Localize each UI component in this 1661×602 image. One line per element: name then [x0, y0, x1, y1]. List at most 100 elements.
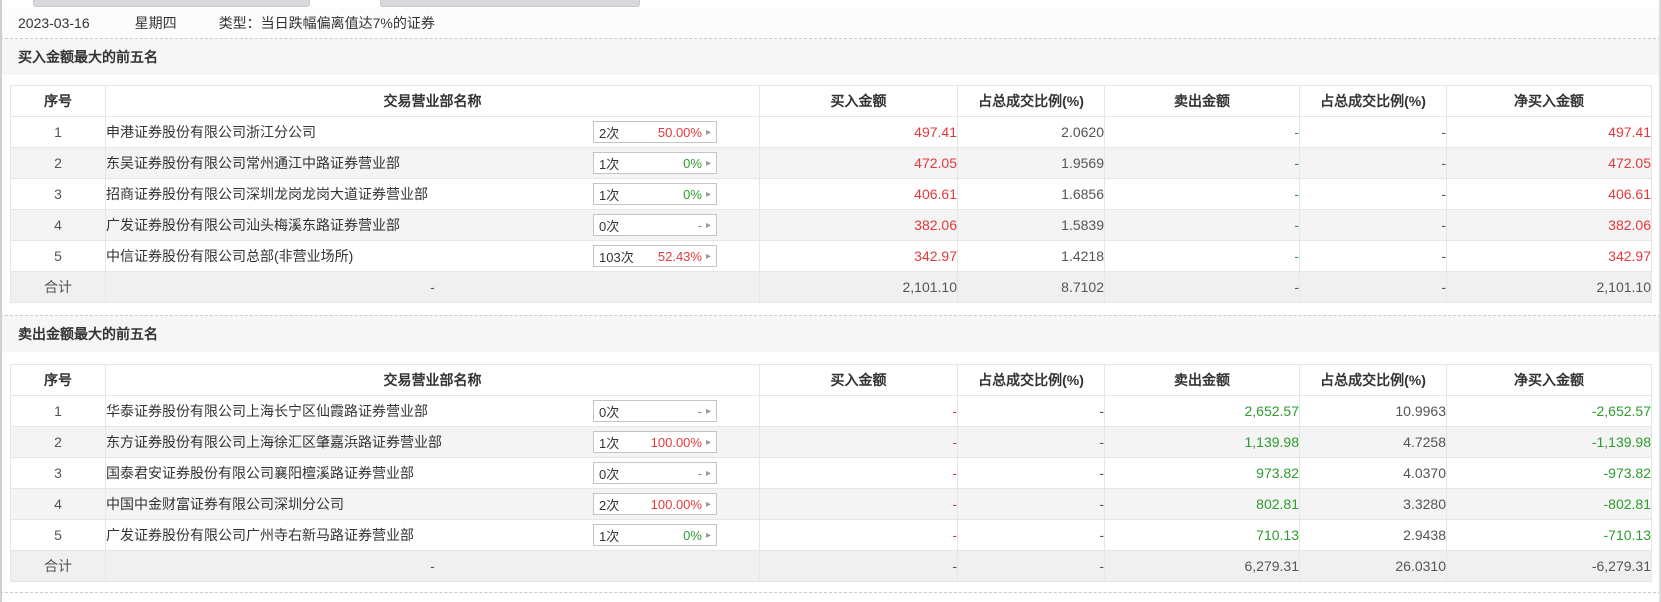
appearance-count: 1次 [599, 435, 620, 451]
weekday-label: 星期四 [134, 15, 177, 31]
total-buy-amount: - [759, 550, 958, 582]
appearance-count-badge[interactable]: 2次 50.00% ▸ [593, 121, 717, 143]
expand-arrow-icon: ▸ [705, 467, 711, 479]
buy-amount-cell: - [759, 457, 958, 489]
sell-ratio-cell: - [1299, 116, 1447, 148]
net-buy-cell: -1,139.98 [1446, 426, 1652, 458]
expand-arrow-icon: ▸ [705, 157, 711, 169]
broker-name: 招商证券股份有限公司深圳龙岗龙岗大道证券营业部 [106, 186, 429, 202]
top-tab-1[interactable] [33, 0, 310, 7]
table-row: 1 华泰证券股份有限公司上海长宁区仙霞路证券营业部 0次 - ▸ - - 2,65… [10, 395, 1652, 427]
win-rate: - [697, 403, 702, 419]
dotted-divider [0, 315, 1661, 316]
sell-ratio-cell: - [1299, 240, 1447, 272]
sell-ratio-cell: - [1299, 178, 1447, 210]
table-row: 3 招商证券股份有限公司深圳龙岗龙岗大道证券营业部 1次 0% ▸ 406.61 … [10, 178, 1652, 210]
broker-cell: 华泰证券股份有限公司上海长宁区仙霞路证券营业部 0次 - ▸ [105, 395, 760, 427]
sell-amount-cell: 710.13 [1104, 519, 1300, 551]
top-tab-2[interactable] [380, 0, 640, 7]
sell-ratio-cell: 4.7258 [1299, 426, 1447, 458]
appearance-count-badge[interactable]: 1次 100.00% ▸ [593, 431, 717, 453]
sell-table-header-row: 序号 交易营业部名称 买入金额 占总成交比例(%) 卖出金额 占总成交比例(%)… [10, 364, 1652, 396]
appearance-count-badge[interactable]: 0次 - ▸ [593, 400, 717, 422]
broker-name: 华泰证券股份有限公司上海长宁区仙霞路证券营业部 [106, 403, 429, 419]
win-rate: 100.00% [650, 434, 702, 450]
table-row: 2 东方证券股份有限公司上海徐汇区肇嘉浜路证券营业部 1次 100.00% ▸ -… [10, 426, 1652, 458]
broker-name: 东吴证券股份有限公司常州通江中路证券营业部 [106, 155, 401, 171]
sell-amount-cell: 1,139.98 [1104, 426, 1300, 458]
appearance-count-badge[interactable]: 1次 0% ▸ [593, 524, 717, 546]
net-buy-cell: -973.82 [1446, 457, 1652, 489]
appearance-count: 0次 [599, 218, 620, 234]
broker-cell: 东吴证券股份有限公司常州通江中路证券营业部 1次 0% ▸ [105, 147, 760, 179]
rank-cell: 3 [10, 457, 106, 489]
col-rank: 序号 [10, 364, 106, 396]
sell-amount-cell: 802.81 [1104, 488, 1300, 520]
appearance-count-badge[interactable]: 103次 52.43% ▸ [593, 245, 717, 267]
buy-amount-cell: 342.97 [759, 240, 958, 272]
total-buy-ratio: 8.7102 [957, 271, 1105, 303]
table-row: 2 东吴证券股份有限公司常州通江中路证券营业部 1次 0% ▸ 472.05 1.… [10, 147, 1652, 179]
sell-amount-cell: 2,652.57 [1104, 395, 1300, 427]
net-buy-cell: 497.41 [1446, 116, 1652, 148]
broker-cell: 广发证券股份有限公司广州寺右新马路证券营业部 1次 0% ▸ [105, 519, 760, 551]
broker-cell: 中国中金财富证券有限公司深圳分公司 2次 100.00% ▸ [105, 488, 760, 520]
total-buy-amount: 2,101.10 [759, 271, 958, 303]
buy-ratio-cell: 1.4218 [957, 240, 1105, 272]
sell-section-title: 卖出金额最大的前五名 [0, 316, 1661, 352]
rank-cell: 5 [10, 519, 106, 551]
col-buy-ratio: 占总成交比例(%) [957, 364, 1105, 396]
sell-amount-cell: - [1104, 178, 1300, 210]
total-sell-amount: - [1104, 271, 1300, 303]
expand-arrow-icon: ▸ [705, 529, 711, 541]
net-buy-cell: 342.97 [1446, 240, 1652, 272]
appearance-count: 103次 [599, 249, 634, 265]
win-rate: 0% [683, 527, 702, 543]
total-label: 合计 [10, 550, 106, 582]
table-row: 5 中信证券股份有限公司总部(非营业场所) 103次 52.43% ▸ 342.9… [10, 240, 1652, 272]
broker-name: 国泰君安证券股份有限公司襄阳檀溪路证券营业部 [106, 465, 415, 481]
net-buy-cell: 406.61 [1446, 178, 1652, 210]
appearance-count: 0次 [599, 466, 620, 482]
col-sell-ratio: 占总成交比例(%) [1299, 364, 1447, 396]
appearance-count: 0次 [599, 404, 620, 420]
appearance-count: 1次 [599, 187, 620, 203]
buy-ratio-cell: 1.9569 [957, 147, 1105, 179]
broker-name: 广发证券股份有限公司广州寺右新马路证券营业部 [106, 527, 415, 543]
date-label: 2023-03-16 [18, 15, 90, 31]
appearance-count-badge[interactable]: 0次 - ▸ [593, 462, 717, 484]
col-rank: 序号 [10, 85, 106, 117]
win-rate: 50.00% [657, 124, 702, 140]
appearance-count-badge[interactable]: 0次 - ▸ [593, 214, 717, 236]
buy-amount-cell: - [759, 395, 958, 427]
rank-cell: 1 [10, 116, 106, 148]
broker-cell: 东方证券股份有限公司上海徐汇区肇嘉浜路证券营业部 1次 100.00% ▸ [105, 426, 760, 458]
col-sell-amount: 卖出金额 [1104, 364, 1300, 396]
buy-amount-cell: - [759, 519, 958, 551]
table-row: 1 申港证券股份有限公司浙江分公司 2次 50.00% ▸ 497.41 2.06… [10, 116, 1652, 148]
sell-amount-cell: - [1104, 147, 1300, 179]
net-buy-cell: -802.81 [1446, 488, 1652, 520]
top-tab-strip [0, 0, 1661, 8]
broker-name: 中国中金财富证券有限公司深圳分公司 [106, 496, 345, 512]
total-label: 合计 [10, 271, 106, 303]
col-net-buy: 净买入金额 [1446, 364, 1652, 396]
right-edge-divider [1659, 0, 1661, 602]
buy-ratio-cell: - [957, 426, 1105, 458]
col-net-buy: 净买入金额 [1446, 85, 1652, 117]
appearance-count-badge[interactable]: 2次 100.00% ▸ [593, 493, 717, 515]
list-type-label: 类型：当日跌幅偏离值达7%的证券 [218, 15, 435, 31]
net-buy-cell: 472.05 [1446, 147, 1652, 179]
appearance-count-badge[interactable]: 1次 0% ▸ [593, 183, 717, 205]
appearance-count: 2次 [599, 125, 620, 141]
appearance-count: 2次 [599, 497, 620, 513]
col-buy-ratio: 占总成交比例(%) [957, 85, 1105, 117]
broker-cell: 中信证券股份有限公司总部(非营业场所) 103次 52.43% ▸ [105, 240, 760, 272]
dotted-divider [0, 38, 1661, 39]
buy-section-title: 买入金额最大的前五名 [0, 39, 1661, 75]
sell-table: 序号 交易营业部名称 买入金额 占总成交比例(%) 卖出金额 占总成交比例(%)… [10, 364, 1652, 582]
win-rate: 0% [683, 155, 702, 171]
sell-ratio-cell: 4.0370 [1299, 457, 1447, 489]
appearance-count-badge[interactable]: 1次 0% ▸ [593, 152, 717, 174]
buy-amount-cell: 382.06 [759, 209, 958, 241]
